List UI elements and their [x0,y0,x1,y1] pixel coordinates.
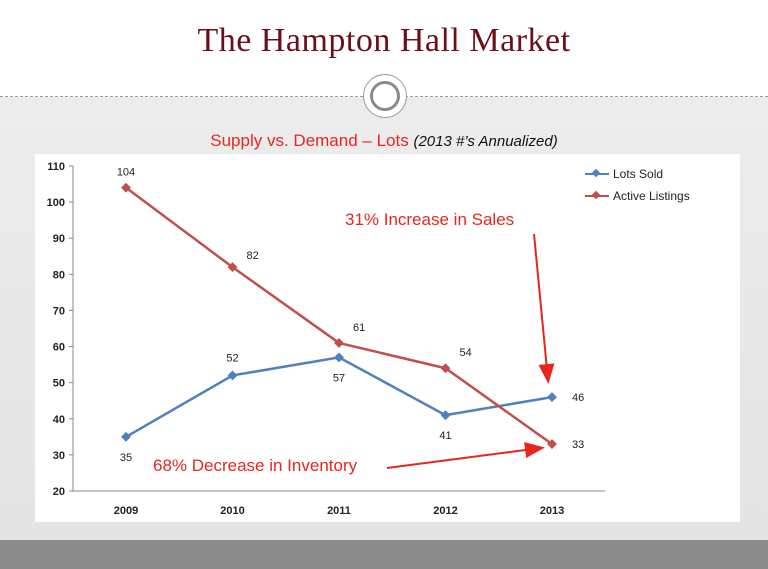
data-point-marker [547,392,557,403]
data-label: 52 [226,352,238,364]
data-label: 104 [117,167,135,179]
y-tick-label: 40 [53,414,65,426]
y-tick-label: 20 [53,486,65,498]
data-point-marker [440,410,451,421]
data-label: 61 [353,322,365,334]
legend-label-active-listings: Active Listings [613,189,690,203]
circle-ornament-inner [370,81,400,111]
y-tick-label: 90 [53,233,65,245]
slide-title: The Hampton Hall Market [197,22,571,59]
chart-subtitle: (2013 #’s Annualized) [413,133,558,150]
annotation-sales-increase: 31% Increase in Sales [345,210,515,229]
data-label: 33 [572,439,584,451]
chart-area: 20 30 40 50 60 70 80 90 100 110 2009 2010 2011 2012 20… [35,154,740,522]
y-tick-label: 30 [53,450,65,462]
chart-title-main: Supply vs. Demand – Lots [210,131,409,150]
data-point-marker [547,439,557,450]
x-tick-label: 2011 [327,505,351,517]
x-tick-label: 2013 [540,505,564,517]
y-tick-label: 100 [47,197,65,209]
data-label: 35 [120,452,132,464]
data-point-marker [227,262,238,273]
data-point-marker [334,337,344,348]
data-point-marker [227,370,238,381]
annotation-inventory-decrease: 68% Decrease in Inventory [153,456,358,475]
legend-item-active-listings: Active Listings [583,185,690,207]
chart-title: Supply vs. Demand – Lots (2013 #’s Annua… [0,131,768,151]
data-point-marker [121,431,131,442]
data-label: 57 [333,372,345,384]
y-tick-label: 80 [53,269,65,281]
chart-legend: Lots Sold Active Listings [583,163,690,207]
legend-swatch-lots-sold [585,168,609,178]
circle-ornament-icon [363,74,407,118]
y-tick-label: 60 [53,342,65,354]
bottom-bar [0,540,768,569]
annotation-arrow-sales [533,233,555,384]
data-label: 82 [247,250,259,262]
data-label: 46 [572,392,584,404]
x-tick-label: 2010 [220,505,244,517]
data-point-marker [334,352,344,363]
y-tick-label: 50 [53,378,65,390]
legend-label-lots-sold: Lots Sold [613,167,664,181]
annotation-arrow-inventory [386,442,545,469]
y-tick-label: 110 [47,161,65,173]
data-label: 54 [460,347,472,359]
data-point-marker [121,182,131,193]
y-tick-label: 70 [53,305,65,317]
legend-item-lots-sold: Lots Sold [583,163,690,185]
x-tick-label: 2009 [114,505,138,517]
data-label: 41 [439,430,451,442]
legend-swatch-active-listings [585,190,609,200]
x-tick-label: 2012 [433,505,457,517]
line-chart: 20 30 40 50 60 70 80 90 100 110 2009 2010 2011 2012 20… [47,161,605,517]
